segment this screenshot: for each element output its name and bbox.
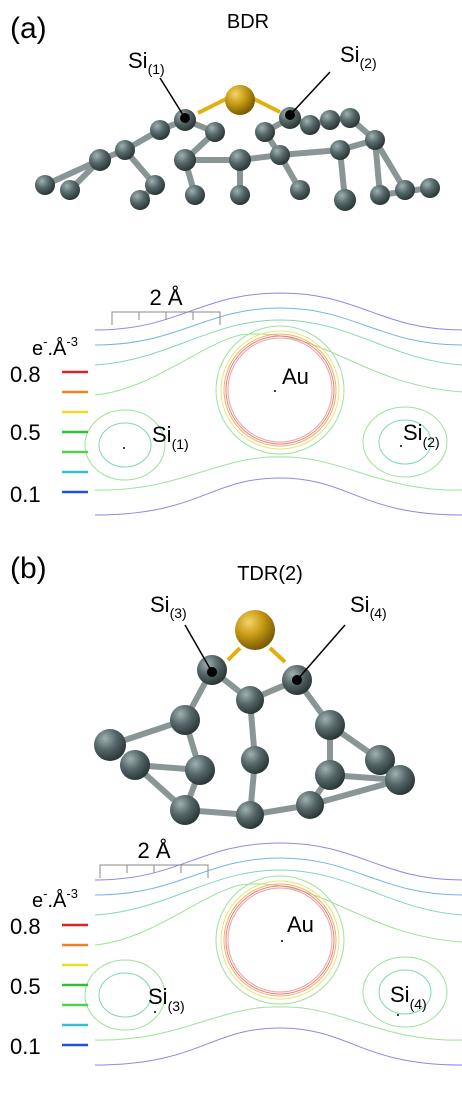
marker [285,110,295,120]
bond [270,648,285,662]
atom [115,140,135,160]
atom [150,120,170,140]
atom [420,178,440,198]
legend-label: 0.5 [10,420,41,445]
map-label: Si(3) [148,984,185,1014]
legend-label: 0.8 [10,362,41,387]
legend-label: 0.1 [10,482,41,507]
site [274,390,276,392]
atom [334,189,356,211]
atom [236,686,264,714]
marker [207,667,217,677]
atom [241,746,269,774]
map-label: Si(2) [403,420,440,450]
panel-title: BDR [227,11,269,33]
atom [35,175,55,195]
atom [60,180,80,200]
atom [290,180,310,200]
panel-label: (a) [10,12,47,45]
atom [170,795,200,825]
legend [62,372,88,492]
leader [160,78,185,118]
atom [145,175,165,195]
atom [320,110,340,130]
panel-title: TDR(2) [237,563,303,585]
site [397,1014,399,1016]
atom [174,149,196,171]
atom [296,791,324,819]
atom [395,180,415,200]
structure [35,85,440,211]
bond [198,99,226,113]
atom-label: Si(2) [340,42,377,71]
site [281,940,283,942]
bond [228,648,240,660]
site [123,447,125,449]
atom [229,149,251,171]
legend [62,925,88,1045]
atom [385,765,415,795]
atom [185,185,205,205]
atom [330,140,350,160]
map-label: Si(4) [390,982,427,1012]
atom [205,122,225,142]
map-label: Au [287,912,314,937]
atom [255,122,275,142]
atom [315,710,345,740]
leader [297,625,345,680]
map-label: Si(1) [152,422,189,452]
unit-label: e-.Å-3 [32,886,78,912]
atom [89,149,111,171]
map-label: Au [282,364,309,389]
bond [254,99,280,112]
leader [290,72,330,115]
atom-label: Si(1) [128,48,165,77]
site [154,1011,156,1013]
site [400,445,402,447]
atom [170,705,200,735]
atom [230,185,250,205]
atom [300,115,320,135]
unit-label: e-.Å-3 [32,334,78,360]
gold-atom [225,85,255,115]
atom [340,108,360,128]
legend-label: 0.1 [10,1034,41,1059]
marker [292,675,302,685]
scale-label: 2 Å [149,285,182,310]
atom [120,750,150,780]
atom [185,755,215,785]
atom [94,729,126,761]
atom [270,145,290,165]
atom [370,185,390,205]
atom-label: Si(4) [350,592,387,621]
atom [365,130,385,150]
density-map [85,293,462,515]
atom [130,190,150,210]
density-map [85,843,462,1065]
panel-label: (b) [10,552,47,585]
gold-atom [235,610,275,650]
structure [94,610,415,829]
scale-bar [112,312,220,325]
atom-label: Si(3) [150,592,187,621]
marker [180,113,190,123]
atom [236,801,264,829]
figure: (a) BDR Si(1) Si(2) 2 Å e-.Å-3 0.8 0.5 0… [0,0,462,1096]
scale-label: 2 Å [137,838,170,863]
atom [315,760,345,790]
legend-label: 0.8 [10,914,41,939]
legend-label: 0.5 [10,974,41,999]
